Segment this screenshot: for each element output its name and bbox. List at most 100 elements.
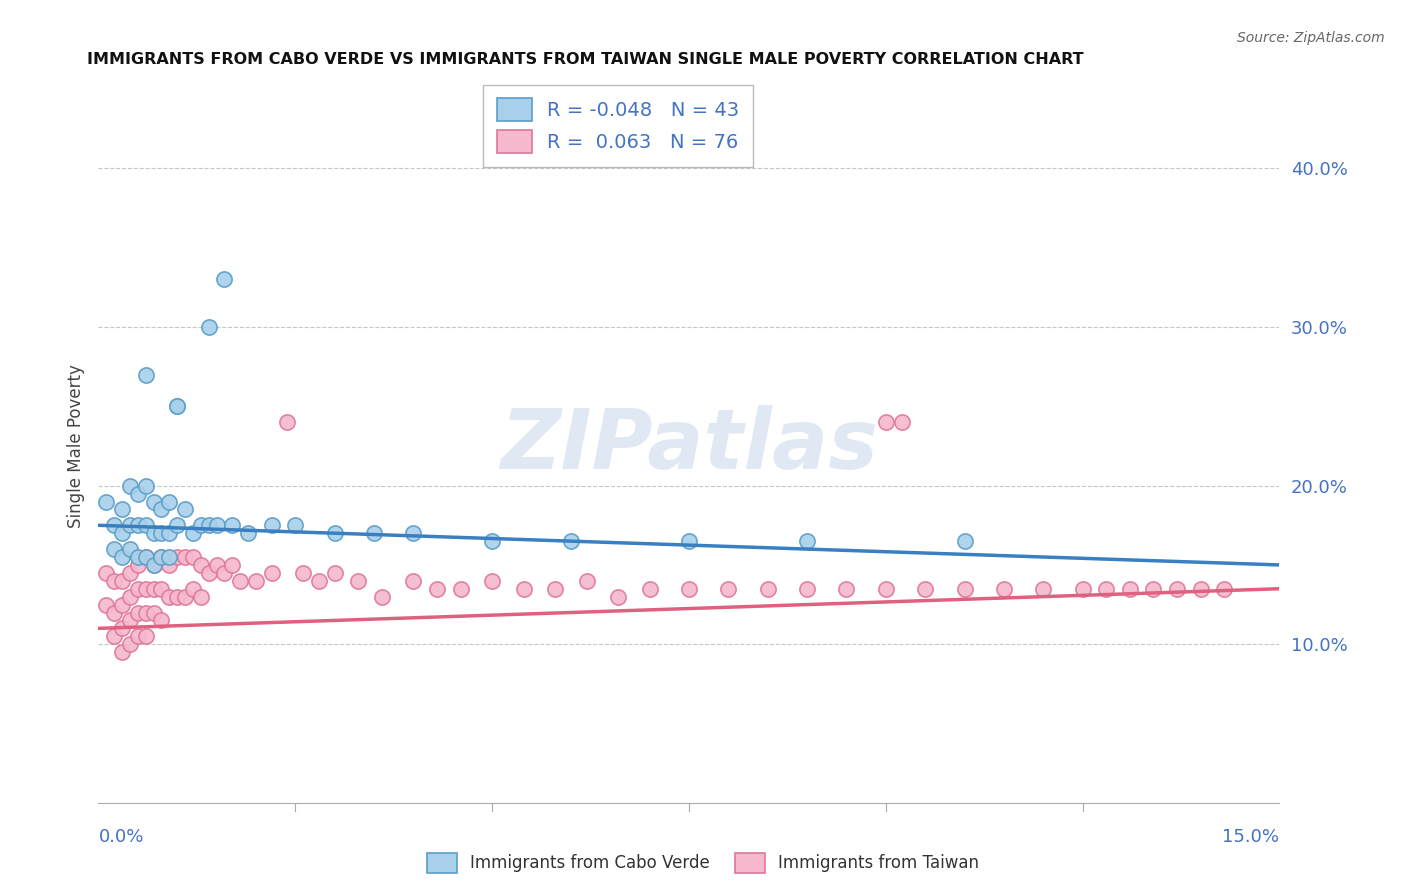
Point [118, 542, 141, 557]
Point [150, 549, 173, 564]
Point [127, 486, 149, 500]
Point [166, 518, 188, 533]
Point [96, 494, 118, 508]
Point [678, 582, 700, 596]
Point [284, 518, 307, 533]
Point [181, 526, 204, 541]
Point [150, 549, 173, 564]
Point [174, 590, 197, 604]
Point [142, 558, 165, 572]
Point [607, 590, 630, 604]
Point [103, 518, 125, 533]
Legend: Immigrants from Cabo Verde, Immigrants from Taiwan: Immigrants from Cabo Verde, Immigrants f… [420, 847, 986, 880]
Point [135, 582, 157, 596]
Point [181, 582, 204, 596]
Point [135, 368, 157, 382]
Point [1119, 582, 1142, 596]
Point [371, 590, 394, 604]
Point [190, 558, 212, 572]
Point [103, 629, 125, 643]
Point [135, 629, 157, 643]
Point [127, 518, 149, 533]
Point [292, 566, 315, 580]
Point [166, 549, 188, 564]
Point [214, 566, 236, 580]
Text: Source: ZipAtlas.com: Source: ZipAtlas.com [1237, 31, 1385, 45]
Point [205, 558, 228, 572]
Point [118, 478, 141, 492]
Point [1213, 582, 1236, 596]
Point [135, 518, 157, 533]
Text: IMMIGRANTS FROM CABO VERDE VS IMMIGRANTS FROM TAIWAN SINGLE MALE POVERTY CORRELA: IMMIGRANTS FROM CABO VERDE VS IMMIGRANTS… [87, 53, 1083, 67]
Legend: R = -0.048   N = 43, R =  0.063   N = 76: R = -0.048 N = 43, R = 0.063 N = 76 [484, 85, 754, 167]
Point [142, 582, 165, 596]
Point [402, 574, 425, 588]
Point [166, 400, 188, 414]
Text: ZIPatlas: ZIPatlas [501, 406, 877, 486]
Point [402, 526, 425, 541]
Point [96, 566, 118, 580]
Point [1142, 582, 1164, 596]
Point [111, 598, 134, 612]
Point [181, 549, 204, 564]
Point [197, 320, 219, 334]
Point [512, 582, 534, 596]
Point [544, 582, 567, 596]
Point [135, 478, 157, 492]
Point [575, 574, 598, 588]
Point [142, 494, 165, 508]
Point [127, 606, 149, 620]
Point [214, 272, 236, 286]
Point [953, 534, 976, 549]
Point [111, 574, 134, 588]
Point [756, 582, 779, 596]
Point [157, 558, 180, 572]
Point [150, 502, 173, 516]
Point [426, 582, 449, 596]
Point [157, 590, 180, 604]
Point [150, 582, 173, 596]
Point [717, 582, 740, 596]
Point [560, 534, 582, 549]
Point [197, 518, 219, 533]
Point [481, 534, 503, 549]
Point [118, 614, 141, 628]
Point [118, 566, 141, 580]
Point [103, 574, 125, 588]
Point [1095, 582, 1118, 596]
Point [142, 558, 165, 572]
Point [96, 598, 118, 612]
Point [150, 614, 173, 628]
Point [142, 526, 165, 541]
Text: 15.0%: 15.0% [1222, 828, 1279, 846]
Point [276, 415, 298, 429]
Point [150, 526, 173, 541]
Point [260, 566, 283, 580]
Point [157, 549, 180, 564]
Point [245, 574, 267, 588]
Point [157, 526, 180, 541]
Point [174, 502, 197, 516]
Point [142, 606, 165, 620]
Point [875, 582, 897, 596]
Point [796, 582, 818, 596]
Point [103, 606, 125, 620]
Point [638, 582, 661, 596]
Point [323, 526, 346, 541]
Point [135, 606, 157, 620]
Point [221, 558, 243, 572]
Point [875, 415, 897, 429]
Point [236, 526, 259, 541]
Point [190, 518, 212, 533]
Point [678, 534, 700, 549]
Point [127, 582, 149, 596]
Point [450, 582, 472, 596]
Point [835, 582, 858, 596]
Point [481, 574, 503, 588]
Point [127, 629, 149, 643]
Point [1032, 582, 1054, 596]
Point [347, 574, 370, 588]
Point [363, 526, 385, 541]
Point [1071, 582, 1094, 596]
Point [796, 534, 818, 549]
